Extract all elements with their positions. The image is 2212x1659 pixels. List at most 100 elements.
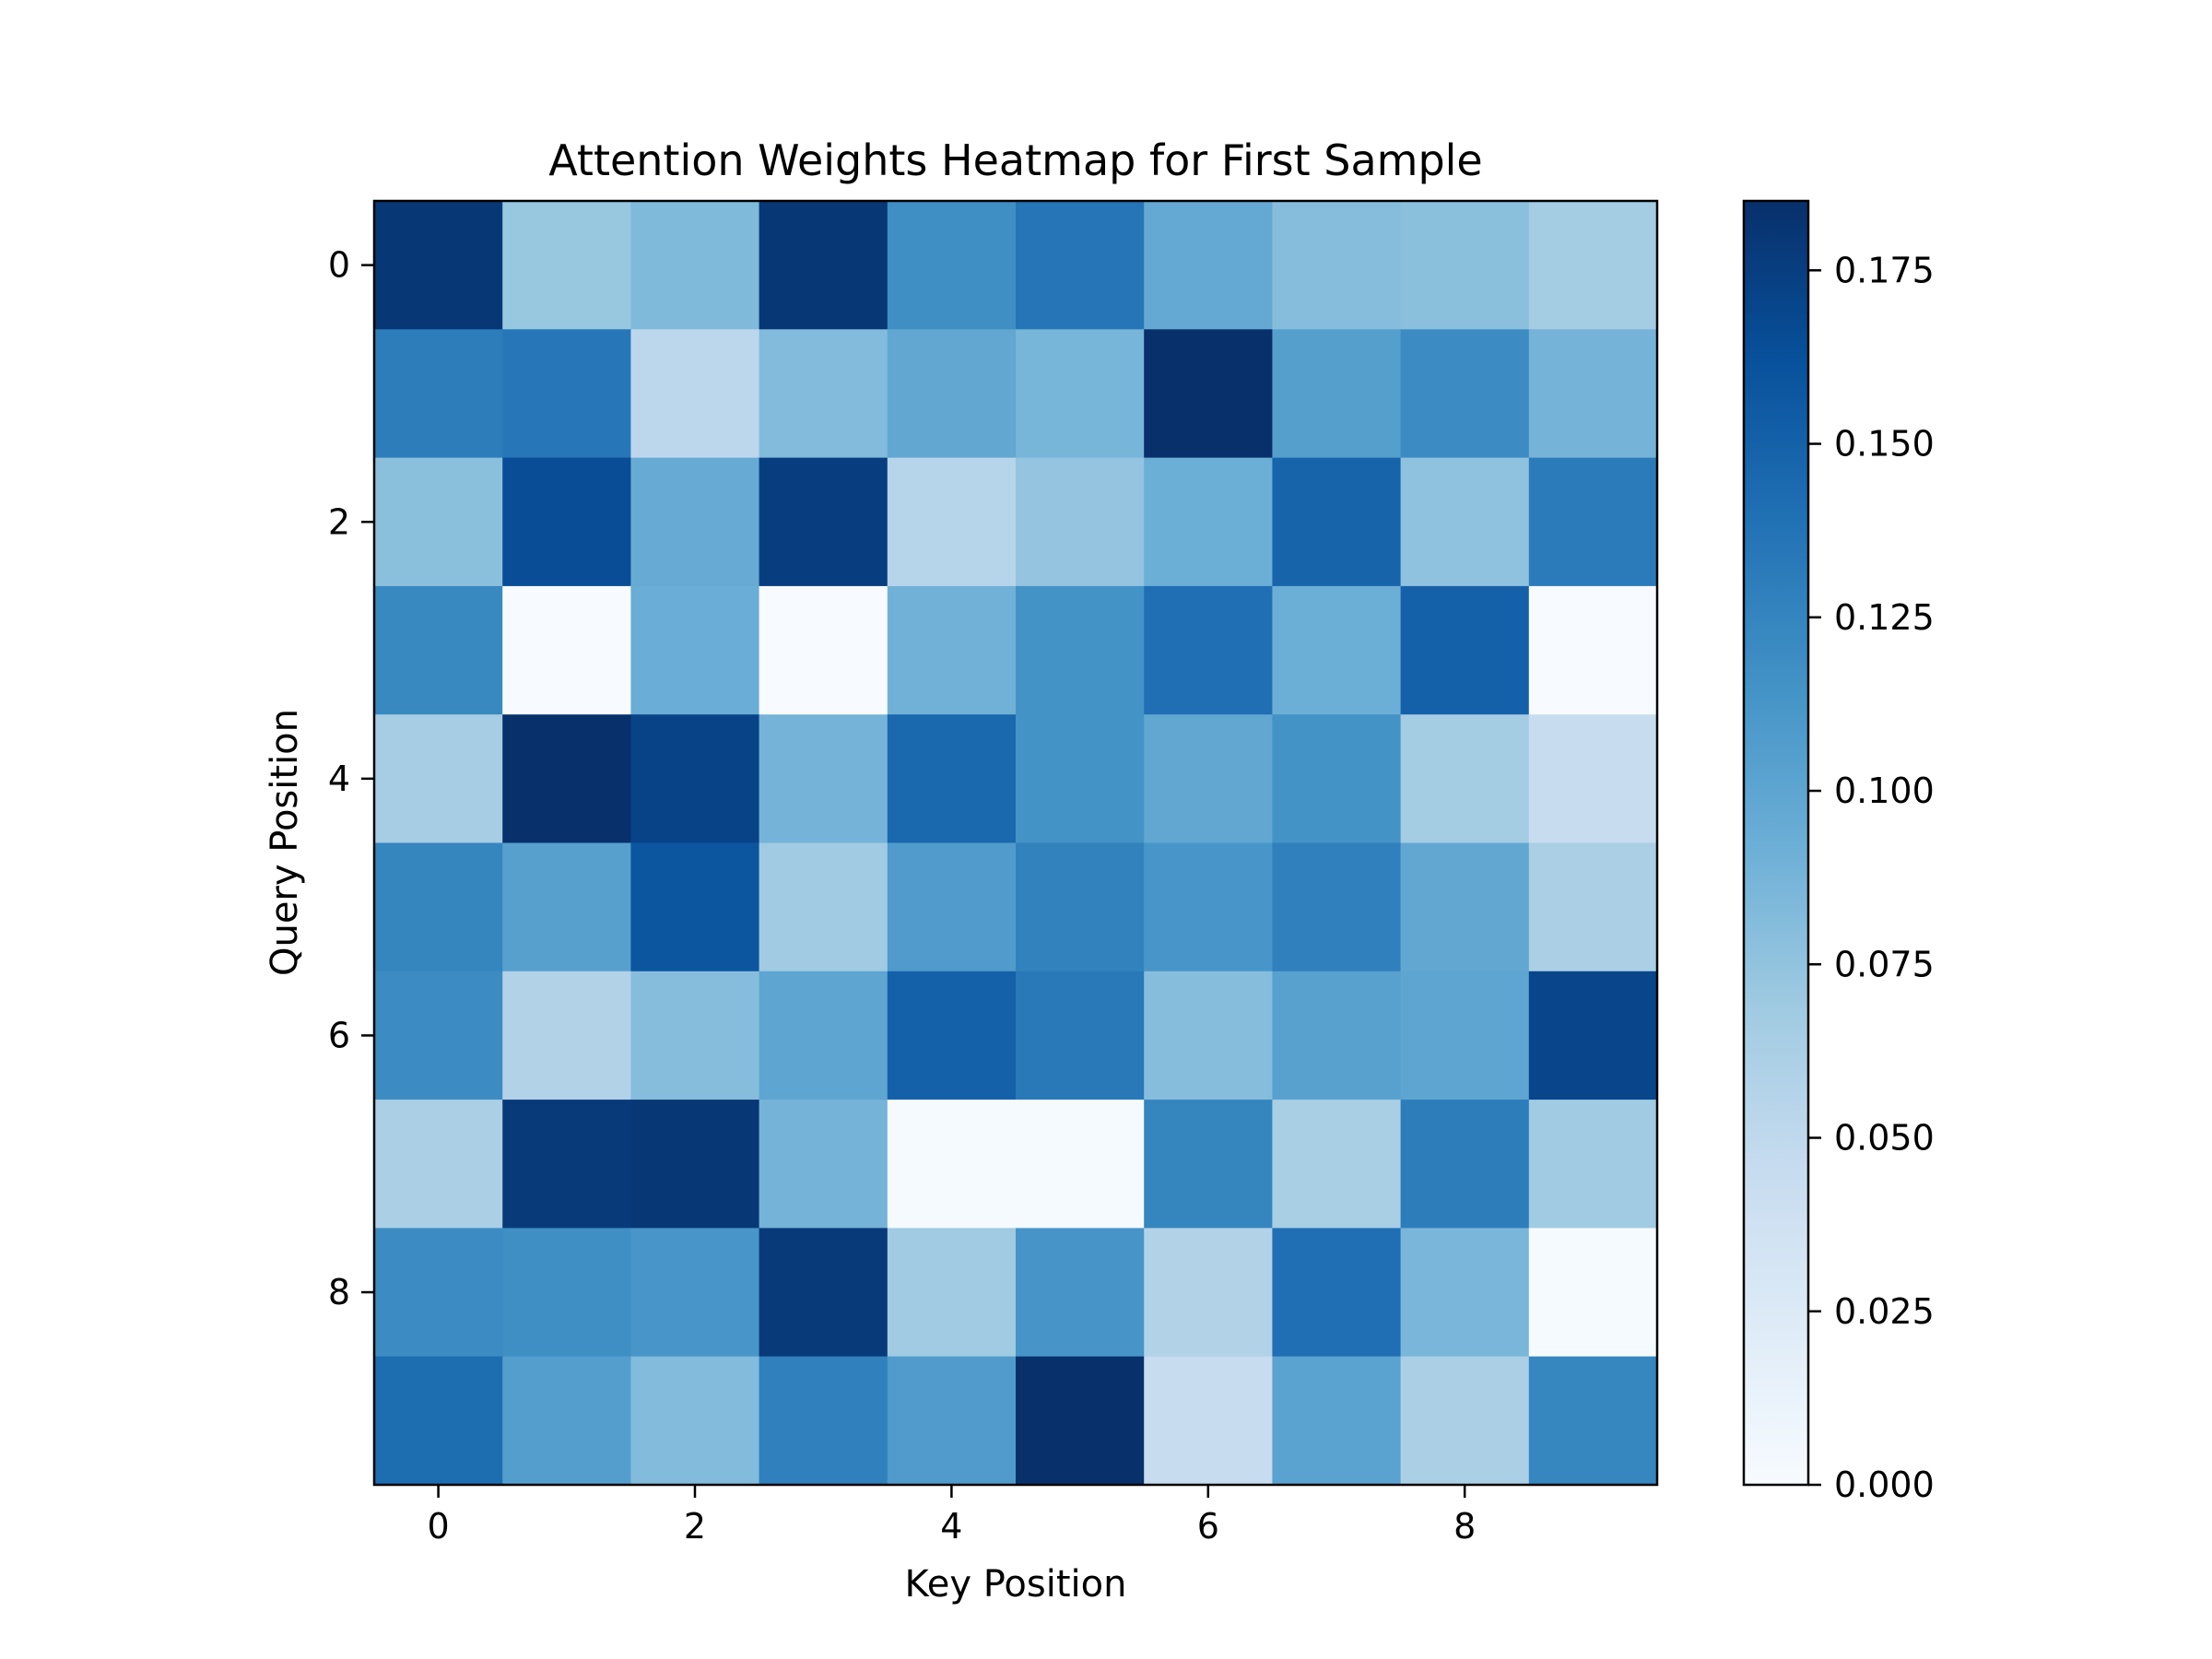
heatmap-cell [1400,842,1530,972]
heatmap-cell [759,201,888,330]
heatmap-cell [1016,1100,1145,1229]
heatmap-cell [1272,714,1402,844]
heatmap-cell [1528,714,1658,844]
heatmap-cell [1144,201,1273,330]
heatmap-cell [1400,457,1530,587]
colorbar-tick-label: 0.125 [1834,597,1935,638]
heatmap-cell [759,1228,888,1358]
heatmap-cell [1016,201,1145,330]
heatmap-cell [1400,714,1530,844]
heatmap-cell [630,329,760,459]
colorbar-tick-label: 0.100 [1834,771,1935,811]
heatmap-cell [630,585,760,715]
heatmap-cell [887,1356,1017,1486]
heatmap-cell [1528,971,1658,1100]
heatmap-cell [1400,201,1530,330]
heatmap-cell [759,714,888,844]
y-tick-label: 0 [328,245,350,286]
heatmap-cell [502,1356,631,1486]
y-tick-label: 6 [328,1015,350,1055]
heatmap-cell [1272,585,1402,715]
heatmap-cell [502,1228,631,1358]
heatmap-cell [887,971,1017,1100]
heatmap-cell [630,1228,760,1358]
heatmap-cell [1400,329,1530,459]
heatmap-cell [502,201,631,330]
heatmap-cell [630,1356,760,1486]
heatmap-cell [1400,971,1530,1100]
heatmap-cell [1016,1228,1145,1358]
heatmap-cell [1016,329,1145,459]
heatmap-cell [630,971,760,1100]
x-tick-label: 2 [684,1506,706,1547]
x-tick-label: 6 [1197,1506,1219,1547]
heatmap-cell [1016,971,1145,1100]
heatmap-cell [1272,1100,1402,1229]
colorbar-tick-label: 0.000 [1834,1465,1935,1505]
x-tick-label: 8 [1453,1506,1476,1547]
heatmap-cells [374,201,1658,1486]
heatmap-cell [374,1356,503,1486]
y-tick-label: 4 [328,759,350,799]
heatmap-cell [759,971,888,1100]
heatmap-cell [374,1100,503,1229]
heatmap-cell [1528,585,1658,715]
heatmap-cell [1016,457,1145,587]
heatmap-cell [1144,971,1273,1100]
heatmap-cell [1528,1228,1658,1358]
heatmap-cell [1144,1100,1273,1229]
heatmap-cell [374,585,503,715]
colorbar-tick-label: 0.025 [1834,1291,1935,1332]
heatmap-cell [630,1100,760,1229]
heatmap-cell [630,201,760,330]
x-tick-label: 4 [940,1506,962,1547]
heatmap-cell [1400,1356,1530,1486]
heatmap-cell [1144,329,1273,459]
heatmap-cell [1272,329,1402,459]
heatmap-cell [630,457,760,587]
heatmap-cell [1400,1100,1530,1229]
heatmap-cell [502,1100,631,1229]
y-tick-label: 8 [328,1272,350,1312]
heatmap-cell [1272,971,1402,1100]
heatmap-cell [374,714,503,844]
heatmap-cell [374,329,503,459]
heatmap-cell [502,842,631,972]
heatmap-cell [1144,714,1273,844]
x-axis-ticks: 0 2 4 6 8 [428,1485,1476,1547]
heatmap-cell [374,1228,503,1358]
heatmap-cell [759,1356,888,1486]
heatmap-cell [759,585,888,715]
heatmap-cell [887,1100,1017,1229]
heatmap-cell [1528,201,1658,330]
colorbar-tick-label: 0.150 [1834,424,1935,465]
heatmap-cell [887,585,1017,715]
y-axis-label: Query Position [264,709,306,976]
plot-frame [372,199,1659,1487]
heatmap-cell [1144,585,1273,715]
heatmap-cell [1400,1228,1530,1358]
heatmap-cell [1016,842,1145,972]
heatmap-cell [374,971,503,1100]
heatmap-cell [759,1100,888,1229]
heatmap-cell [1528,457,1658,587]
heatmap-cell [1528,842,1658,972]
heatmap-cell [1016,585,1145,715]
heatmap-cell [887,714,1017,844]
heatmap-cell [630,714,760,844]
x-tick-label: 0 [428,1506,450,1547]
heatmap-cell [1144,842,1273,972]
y-tick-label: 2 [328,501,350,542]
x-axis-label: Key Position [905,1563,1127,1606]
heatmap-cell [630,842,760,972]
heatmap-cell [1016,714,1145,844]
heatmap-cell [374,842,503,972]
colorbar-tick-label: 0.050 [1834,1118,1935,1159]
heatmap-cell [374,201,503,330]
heatmap-cell [887,329,1017,459]
heatmap-cell [887,1228,1017,1358]
heatmap-cell [1528,1100,1658,1229]
heatmap-cell [502,714,631,844]
heatmap-cell [1528,329,1658,459]
